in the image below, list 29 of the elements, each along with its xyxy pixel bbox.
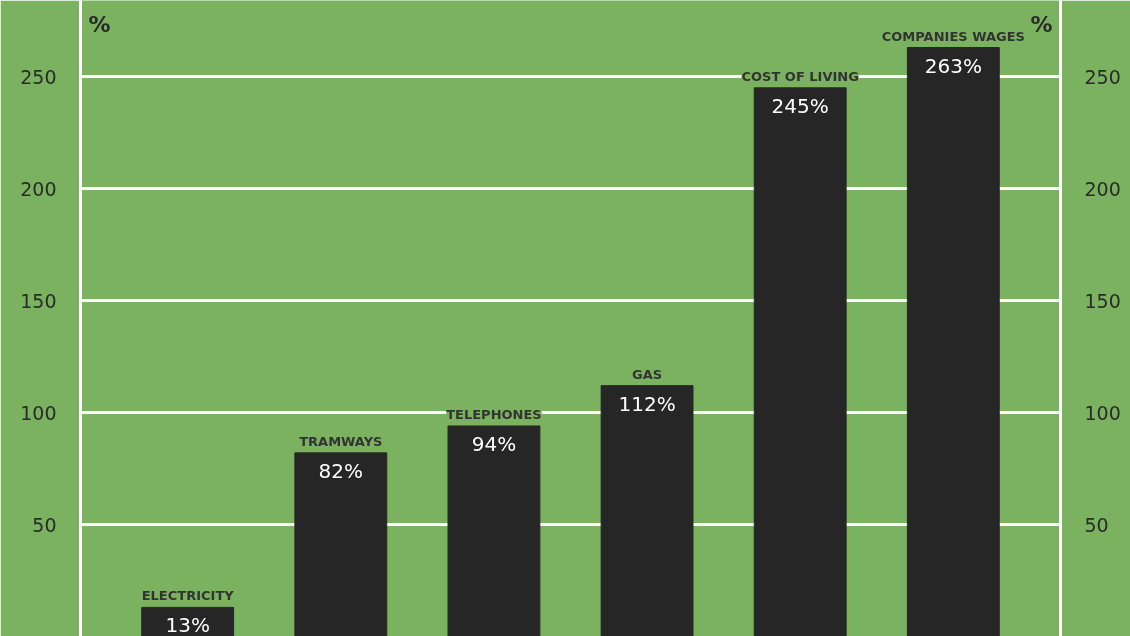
y-axis-title: % <box>88 11 111 37</box>
data-label: 82% <box>318 458 364 483</box>
y-tick-label: 150 <box>20 289 57 312</box>
y2-tick-label: 200 <box>1084 177 1121 200</box>
x-tick-label: TRAMWAYS <box>299 433 383 449</box>
y2-tick-label: 250 <box>1084 65 1121 88</box>
y-tick-label: 250 <box>20 65 57 88</box>
y2-tick-label: 50 <box>1084 513 1109 536</box>
bar <box>294 452 388 636</box>
bar <box>906 47 1000 636</box>
y2-axis-title: % <box>1030 11 1053 37</box>
x-tick-label: COST OF LIVING <box>741 68 859 84</box>
data-label: 112% <box>618 391 676 416</box>
x-tick-label: GAS <box>632 366 663 382</box>
data-label: 245% <box>771 93 829 118</box>
y-tick-label: 100 <box>20 401 57 424</box>
data-label: 94% <box>471 431 517 456</box>
y-tick-label: 50 <box>32 513 57 536</box>
bar <box>600 385 694 636</box>
x-tick-label: COMPANIES WAGES <box>881 28 1025 44</box>
x-tick-label: TELEPHONES <box>446 406 542 422</box>
y-tick-label: 200 <box>20 177 57 200</box>
y2-tick-label: 100 <box>1084 401 1121 424</box>
bar <box>447 425 541 636</box>
data-label: 263% <box>924 53 982 78</box>
bar <box>753 87 847 636</box>
x-tick-label: ELECTRICITY <box>141 588 235 604</box>
data-label: 13% <box>165 613 210 636</box>
y2-tick-label: 150 <box>1084 289 1121 312</box>
